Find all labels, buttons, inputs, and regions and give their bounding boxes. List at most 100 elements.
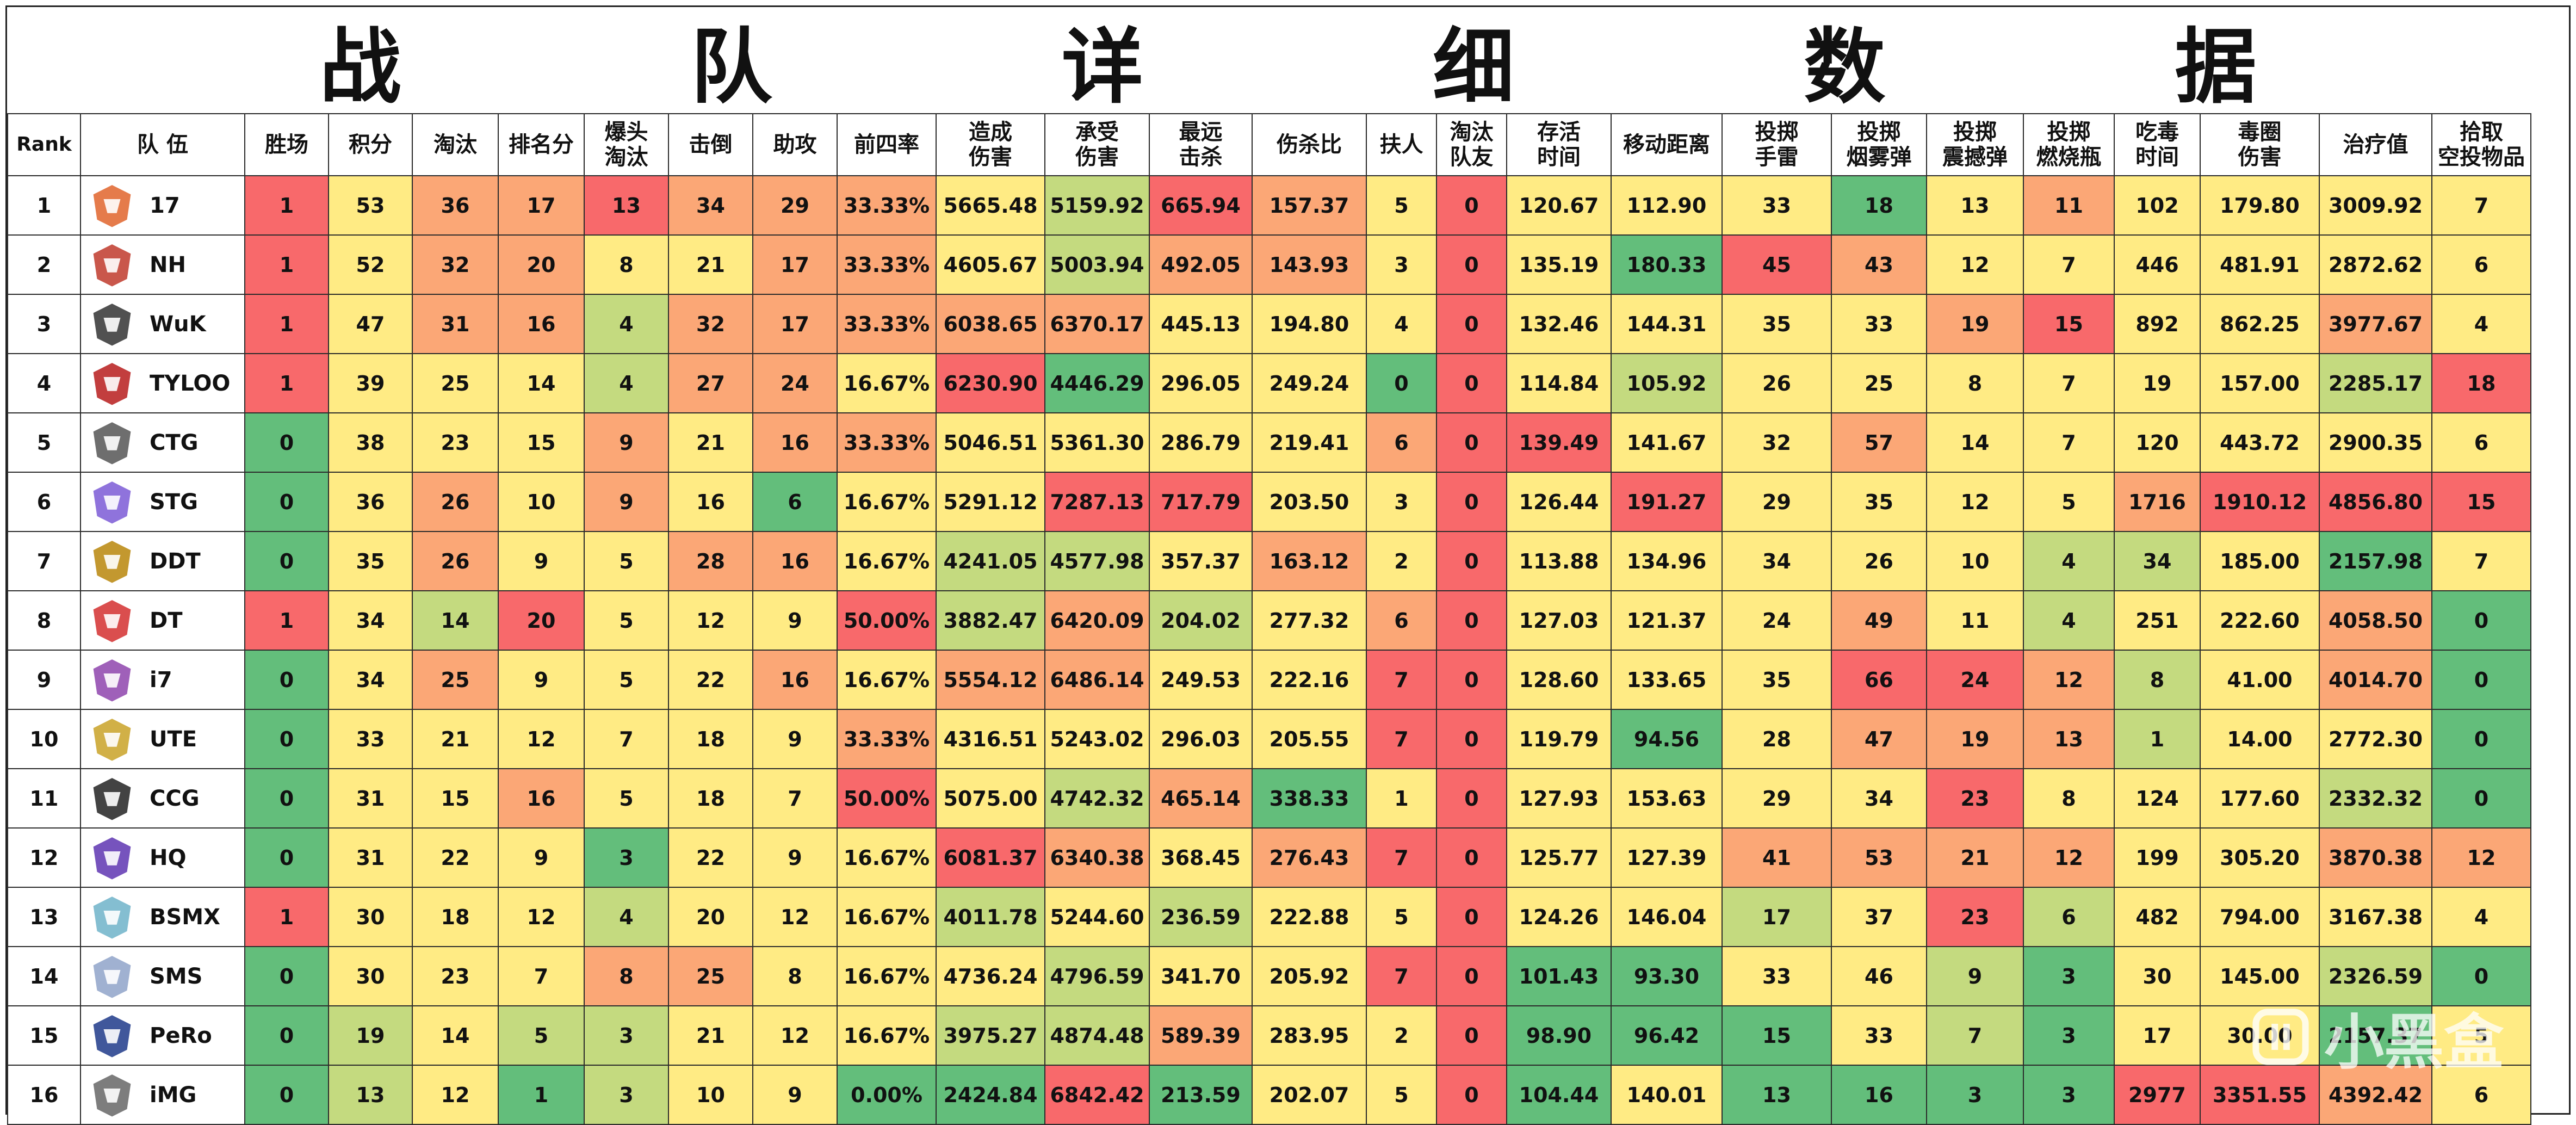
wuk-logo-icon	[89, 301, 135, 348]
stat-cell: 251	[2114, 590, 2201, 651]
stat-cell: 22	[668, 650, 753, 710]
stat-cell: 492.05	[1149, 234, 1253, 295]
stat-cell: 57	[1831, 412, 1927, 473]
stat-cell: 26	[412, 472, 499, 532]
stat-cell: 7	[2023, 412, 2115, 473]
stat-cell: 2900.35	[2319, 412, 2432, 473]
stat-cell: 341.70	[1149, 946, 1253, 1006]
page-title: 战 队 详 细 数 据	[319, 20, 2387, 115]
stat-cell: 4	[584, 353, 669, 413]
stat-cell: 24	[752, 353, 838, 413]
stat-cell: 13	[2023, 709, 2115, 769]
stat-cell: 249.53	[1149, 650, 1253, 710]
rank-cell: 10	[7, 709, 81, 769]
stat-cell: 140.01	[1611, 1065, 1723, 1125]
stat-cell: 23	[1926, 887, 2024, 947]
stat-cell: 16.67%	[837, 946, 937, 1006]
stat-cell: 11	[1926, 590, 2024, 651]
stat-cell: 7	[584, 709, 669, 769]
stat-cell: 133.65	[1611, 650, 1723, 710]
team-cell: iMG	[80, 1065, 245, 1125]
column-header: 投掷 烟雾弹	[1831, 113, 1927, 176]
stat-cell: 0	[1436, 472, 1507, 532]
stat-cell: 0	[1436, 709, 1507, 769]
stat-cell: 18	[668, 709, 753, 769]
stat-cell: 125.77	[1506, 827, 1612, 888]
stat-cell: 219.41	[1252, 412, 1367, 473]
stat-cell: 3	[1366, 472, 1437, 532]
column-header: 队 伍	[80, 113, 245, 176]
team-cell: 17	[80, 175, 245, 236]
stat-cell: 47	[1831, 709, 1927, 769]
stat-cell: 3	[1926, 1065, 2024, 1125]
stat-cell: 16	[752, 412, 838, 473]
stat-cell: 6	[2431, 1065, 2531, 1125]
stat-cell: 6	[1366, 590, 1437, 651]
stat-cell: 0	[244, 531, 329, 591]
stat-cell: 0	[2431, 650, 2531, 710]
stat-cell: 205.92	[1252, 946, 1367, 1006]
stat-cell: 3	[2023, 1005, 2115, 1066]
stat-cell: 9	[752, 590, 838, 651]
stat-cell: 8	[2114, 650, 2201, 710]
team-name: PeRo	[150, 1023, 212, 1048]
column-header: 拾取 空投物品	[2431, 113, 2531, 176]
stat-cell: 101.43	[1506, 946, 1612, 1006]
i7-logo-icon	[89, 657, 135, 703]
stat-cell: 2157.37	[2319, 1005, 2432, 1066]
stat-cell: 134.96	[1611, 531, 1723, 591]
stat-cell: 357.37	[1149, 531, 1253, 591]
stat-cell: 18	[2431, 353, 2531, 413]
stat-cell: 9	[498, 650, 585, 710]
stat-cell: 33	[1722, 946, 1832, 1006]
stat-cell: 4577.98	[1044, 531, 1150, 591]
stat-cell: 146.04	[1611, 887, 1723, 947]
stat-cell: 25	[1831, 353, 1927, 413]
stat-cell: 14.00	[2200, 709, 2320, 769]
table-row: 6 STG 0 36 26 10 9 16 6 16.67% 5291.12 7287.13 717.7…	[7, 472, 2531, 532]
stat-cell: 4736.24	[936, 946, 1045, 1006]
stat-cell: 47	[328, 294, 413, 354]
stat-cell: 39	[328, 353, 413, 413]
stat-cell: 20	[668, 887, 753, 947]
stat-cell: 11	[2023, 175, 2115, 236]
stat-cell: 38	[328, 412, 413, 473]
stat-cell: 0	[2431, 946, 2531, 1006]
stat-cell: 4742.32	[1044, 768, 1150, 829]
stat-cell: 35	[1831, 472, 1927, 532]
stat-cell: 37	[1831, 887, 1927, 947]
stat-cell: 9	[752, 1065, 838, 1125]
stat-cell: 16.67%	[837, 353, 937, 413]
stat-cell: 98.90	[1506, 1005, 1612, 1066]
stat-cell: 14	[412, 590, 499, 651]
stat-cell: 49	[1831, 590, 1927, 651]
column-header: 积分	[328, 113, 413, 176]
column-header: 助攻	[752, 113, 838, 176]
stat-cell: 22	[668, 827, 753, 888]
stat-cell: 191.27	[1611, 472, 1723, 532]
stat-cell: 32	[412, 234, 499, 295]
stat-cell: 139.49	[1506, 412, 1612, 473]
column-header: 前四率	[837, 113, 937, 176]
stat-cell: 7	[1366, 827, 1437, 888]
stat-cell: 10	[498, 472, 585, 532]
stat-cell: 7287.13	[1044, 472, 1150, 532]
stat-cell: 5243.02	[1044, 709, 1150, 769]
stat-cell: 7	[752, 768, 838, 829]
stat-cell: 180.33	[1611, 234, 1723, 295]
stat-cell: 114.84	[1506, 353, 1612, 413]
stat-cell: 368.45	[1149, 827, 1253, 888]
stat-cell: 1	[244, 294, 329, 354]
stat-cell: 31	[328, 827, 413, 888]
stat-cell: 10	[1926, 531, 2024, 591]
stat-cell: 4874.48	[1044, 1005, 1150, 1066]
stat-cell: 19	[2114, 353, 2201, 413]
stat-cell: 6420.09	[1044, 590, 1150, 651]
stat-cell: 33.33%	[837, 294, 937, 354]
team-cell: i7	[80, 650, 245, 710]
stat-cell: 3	[2023, 1065, 2115, 1125]
stat-cell: 0	[1436, 353, 1507, 413]
stat-cell: 33.33%	[837, 412, 937, 473]
stat-cell: 93.30	[1611, 946, 1723, 1006]
stat-cell: 16	[752, 531, 838, 591]
